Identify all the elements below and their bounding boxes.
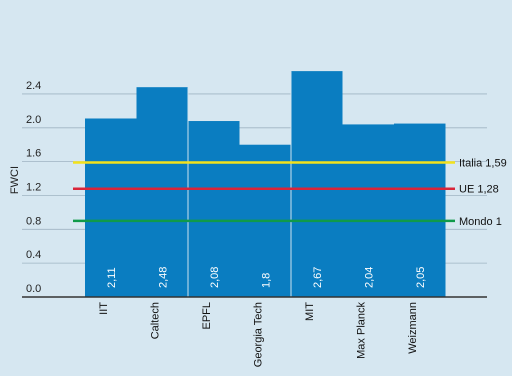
reference-line-label: Italia 1,59 <box>459 157 507 169</box>
y-tick-label: 0.4 <box>26 249 41 261</box>
y-tick-label: 0.8 <box>26 215 41 227</box>
bars <box>85 71 446 297</box>
y-tick-label: 2.4 <box>26 80 41 92</box>
bar-separators <box>187 71 292 297</box>
x-tick-label: Max Planck <box>355 302 367 359</box>
x-tick-label: EPFL <box>201 302 213 330</box>
bar-value-label: 2,08 <box>209 267 221 288</box>
y-tick-label: 2.0 <box>26 114 41 126</box>
y-tick-label: 1.2 <box>26 181 41 193</box>
bar <box>188 121 240 297</box>
reference-line-label: Mondo 1 <box>459 216 502 228</box>
bar-value-label: 2,04 <box>363 267 375 288</box>
bar <box>394 123 446 297</box>
y-tick-label: 1.6 <box>26 148 41 160</box>
bar <box>342 124 394 297</box>
bar-value-label: 2,11 <box>106 267 118 288</box>
bar <box>136 87 188 297</box>
bar-value-label: 2,05 <box>415 267 427 288</box>
bar <box>85 118 137 297</box>
y-axis-title: FWCI <box>9 166 21 194</box>
x-tick-label: IIT <box>98 302 110 315</box>
x-tick-label: Weizmann <box>407 302 419 354</box>
x-tick-label: Georgia Tech <box>252 302 264 367</box>
reference-lines: Italia 1,59 UE 1,28 Mondo 1 <box>73 157 507 228</box>
y-tick-label: 0.0 <box>26 283 41 295</box>
bar-value-label: 2,48 <box>157 267 169 288</box>
labels: 0.0 0.4 0.8 1.2 1.6 2.0 2.4 IIT 2,11 Caltech 2,48 E… <box>26 80 427 367</box>
x-tick-label: Caltech <box>149 302 161 339</box>
x-tick-label: MIT <box>304 302 316 321</box>
reference-line-label: UE 1,28 <box>459 184 499 196</box>
bar-value-label: 2,67 <box>312 267 324 288</box>
bar <box>291 71 343 297</box>
bar-value-label: 1,8 <box>260 273 272 288</box>
